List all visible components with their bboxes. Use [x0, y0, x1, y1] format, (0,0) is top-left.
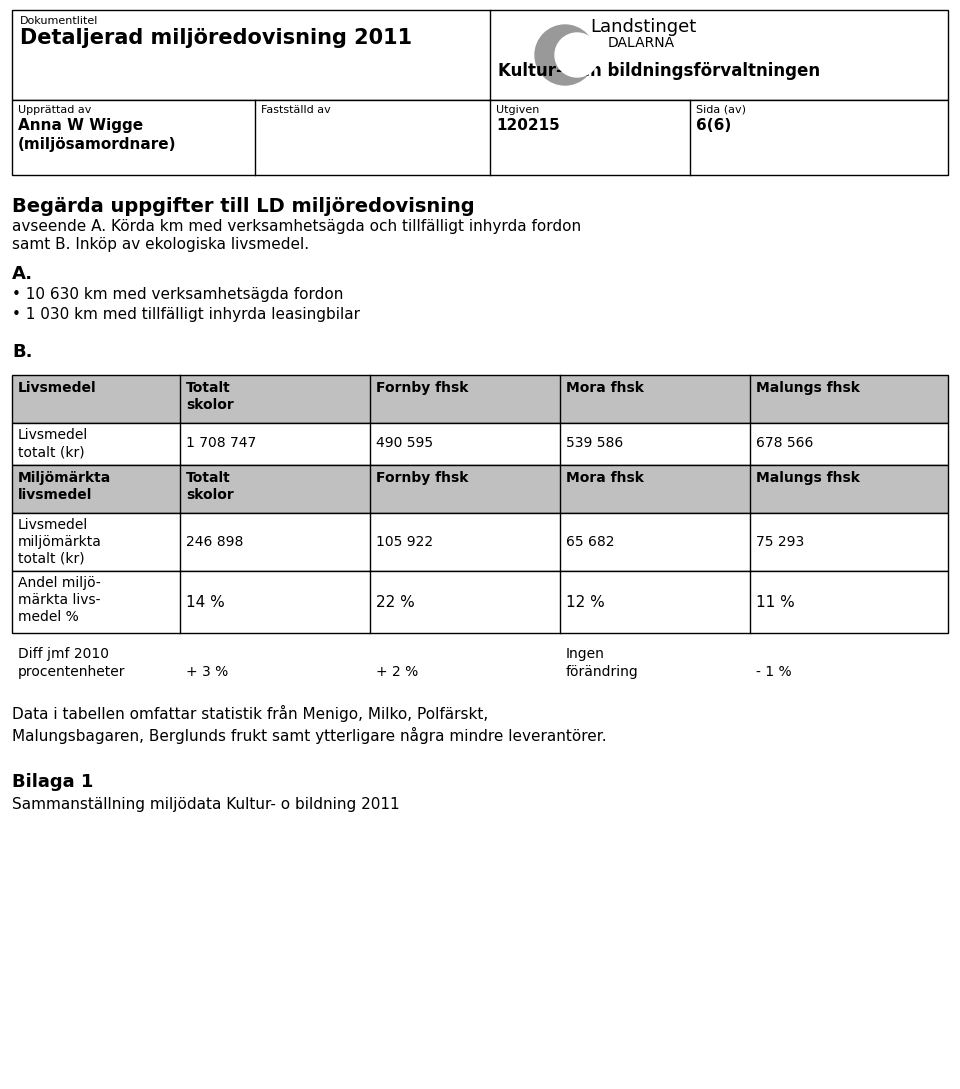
- Bar: [12, 375, 948, 423]
- Text: Livsmedel: Livsmedel: [18, 518, 88, 533]
- Text: Bilaga 1: Bilaga 1: [12, 773, 93, 791]
- Text: 75 293: 75 293: [756, 535, 804, 549]
- Text: (miljösamordnare): (miljösamordnare): [18, 137, 177, 152]
- Text: - 1 %: - 1 %: [756, 665, 792, 680]
- Text: Fastställd av: Fastställd av: [261, 105, 331, 115]
- Text: Totalt: Totalt: [186, 472, 230, 485]
- Text: Data i tabellen omfattar statistik från Menigo, Milko, Polfärskt,: Data i tabellen omfattar statistik från …: [12, 705, 489, 722]
- Text: Dokumentlitel: Dokumentlitel: [20, 16, 98, 26]
- Text: + 3 %: + 3 %: [186, 665, 228, 680]
- Text: procentenheter: procentenheter: [18, 665, 126, 680]
- Text: + 2 %: + 2 %: [376, 665, 419, 680]
- Circle shape: [555, 33, 599, 77]
- Text: 14 %: 14 %: [186, 595, 225, 610]
- Text: 246 898: 246 898: [186, 535, 244, 549]
- Bar: [12, 571, 948, 633]
- Text: • 10 630 km med verksamhetsägda fordon: • 10 630 km med verksamhetsägda fordon: [12, 287, 344, 302]
- Text: 539 586: 539 586: [566, 436, 623, 450]
- Text: 11 %: 11 %: [756, 595, 795, 610]
- Text: Miljömärkta: Miljömärkta: [18, 472, 111, 485]
- Circle shape: [535, 25, 595, 85]
- Text: 22 %: 22 %: [376, 595, 415, 610]
- Bar: [12, 423, 948, 465]
- Text: • 1 030 km med tillfälligt inhyrda leasingbilar: • 1 030 km med tillfälligt inhyrda leasi…: [12, 307, 360, 322]
- Text: Upprättad av: Upprättad av: [18, 105, 91, 115]
- Text: totalt (kr): totalt (kr): [18, 445, 84, 458]
- Text: 1 708 747: 1 708 747: [186, 436, 256, 450]
- Text: Fornby fhsk: Fornby fhsk: [376, 472, 468, 485]
- Text: Utgiven: Utgiven: [496, 105, 540, 115]
- Text: Malungsbagaren, Berglunds frukt samt ytterligare några mindre leverantörer.: Malungsbagaren, Berglunds frukt samt ytt…: [12, 727, 607, 744]
- Text: Ingen: Ingen: [566, 647, 605, 661]
- Text: skolor: skolor: [186, 397, 233, 412]
- Text: 105 922: 105 922: [376, 535, 433, 549]
- Text: Fornby fhsk: Fornby fhsk: [376, 381, 468, 395]
- Text: Anna W Wigge: Anna W Wigge: [18, 118, 143, 133]
- Text: livsmedel: livsmedel: [18, 488, 92, 502]
- Text: A.: A.: [12, 265, 34, 283]
- Text: Totalt: Totalt: [186, 381, 230, 395]
- Text: Sammanställning miljödata Kultur- o bildning 2011: Sammanställning miljödata Kultur- o bild…: [12, 797, 399, 812]
- Text: Mora fhsk: Mora fhsk: [566, 381, 644, 395]
- Text: DALARNA: DALARNA: [608, 36, 675, 50]
- Text: Landstinget: Landstinget: [590, 19, 696, 36]
- Text: Mora fhsk: Mora fhsk: [566, 472, 644, 485]
- Text: medel %: medel %: [18, 610, 79, 624]
- Text: Diff jmf 2010: Diff jmf 2010: [18, 647, 109, 661]
- Text: Livsmedel: Livsmedel: [18, 428, 88, 442]
- Text: Sida (av): Sida (av): [696, 105, 746, 115]
- Text: skolor: skolor: [186, 488, 233, 502]
- Text: Begärda uppgifter till LD miljöredovisning: Begärda uppgifter till LD miljöredovisni…: [12, 197, 474, 216]
- Text: Malungs fhsk: Malungs fhsk: [756, 472, 860, 485]
- Text: märkta livs-: märkta livs-: [18, 594, 101, 607]
- Bar: [12, 100, 948, 175]
- Text: 678 566: 678 566: [756, 436, 813, 450]
- Text: 490 595: 490 595: [376, 436, 433, 450]
- Text: 65 682: 65 682: [566, 535, 614, 549]
- Text: samt B. Inköp av ekologiska livsmedel.: samt B. Inköp av ekologiska livsmedel.: [12, 237, 309, 252]
- Text: 12 %: 12 %: [566, 595, 605, 610]
- Text: Kultur- och bildningsförvaltningen: Kultur- och bildningsförvaltningen: [498, 62, 820, 79]
- Text: 120215: 120215: [496, 118, 560, 133]
- Bar: [12, 513, 948, 571]
- Text: 6(6): 6(6): [696, 118, 732, 133]
- Text: Andel miljö-: Andel miljö-: [18, 576, 101, 590]
- Bar: [12, 465, 948, 513]
- Text: Malungs fhsk: Malungs fhsk: [756, 381, 860, 395]
- Text: totalt (kr): totalt (kr): [18, 552, 84, 566]
- Text: förändring: förändring: [566, 665, 638, 680]
- Text: B.: B.: [12, 343, 33, 360]
- Text: Livsmedel: Livsmedel: [18, 381, 97, 395]
- Bar: [12, 10, 948, 100]
- Text: avseende A. Körda km med verksamhetsägda och tillfälligt inhyrda fordon: avseende A. Körda km med verksamhetsägda…: [12, 219, 581, 234]
- Text: miljömärkta: miljömärkta: [18, 535, 102, 549]
- Text: Detaljerad miljöredovisning 2011: Detaljerad miljöredovisning 2011: [20, 28, 412, 48]
